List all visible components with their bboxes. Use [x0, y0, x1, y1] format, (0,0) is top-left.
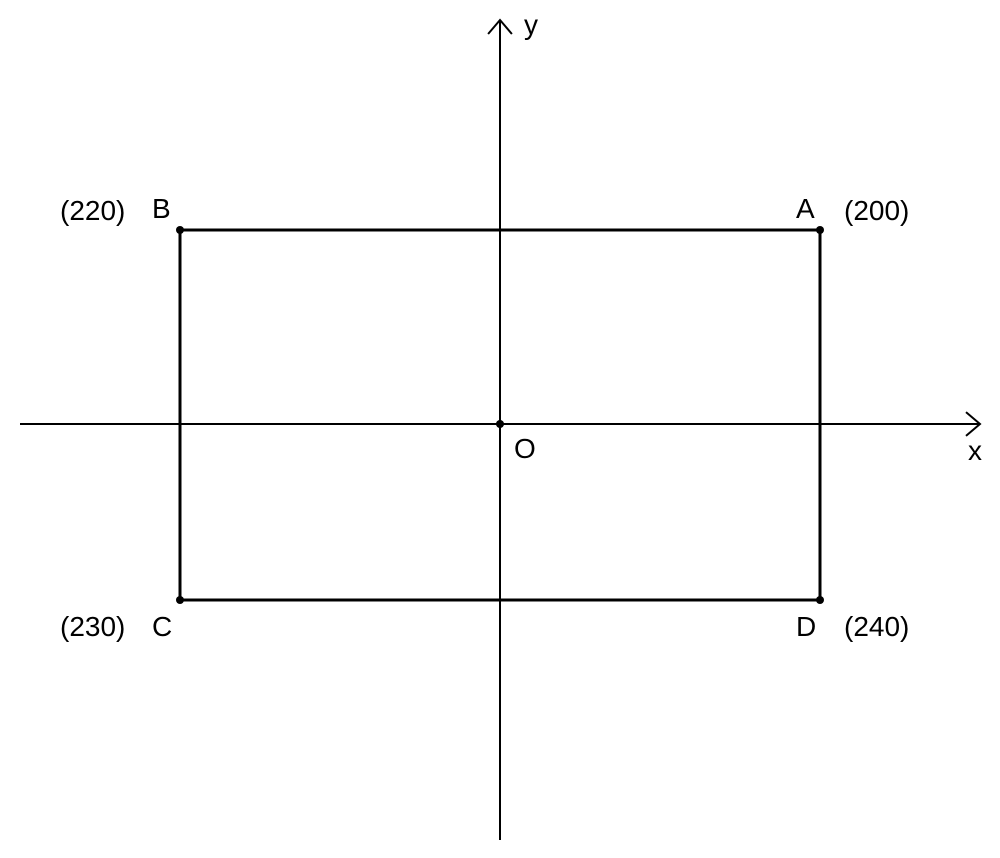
point-d-letter: D: [796, 611, 816, 642]
point-b: [176, 226, 184, 234]
x-axis-label: x: [968, 435, 982, 466]
point-d: [816, 596, 824, 604]
point-a: [816, 226, 824, 234]
point-c: [176, 596, 184, 604]
point-c-letter: C: [152, 611, 172, 642]
y-axis-label: y: [524, 9, 538, 40]
point-d-code: (240): [844, 611, 909, 642]
point-b-code: (220): [60, 195, 125, 226]
origin-point: [496, 420, 504, 428]
point-a-letter: A: [796, 193, 815, 224]
point-b-letter: B: [152, 193, 171, 224]
diagram-canvas: x y O A (200) B (220) C (230) D (240): [0, 0, 1000, 858]
point-a-code: (200): [844, 195, 909, 226]
origin-label: O: [514, 433, 536, 464]
point-c-code: (230): [60, 611, 125, 642]
